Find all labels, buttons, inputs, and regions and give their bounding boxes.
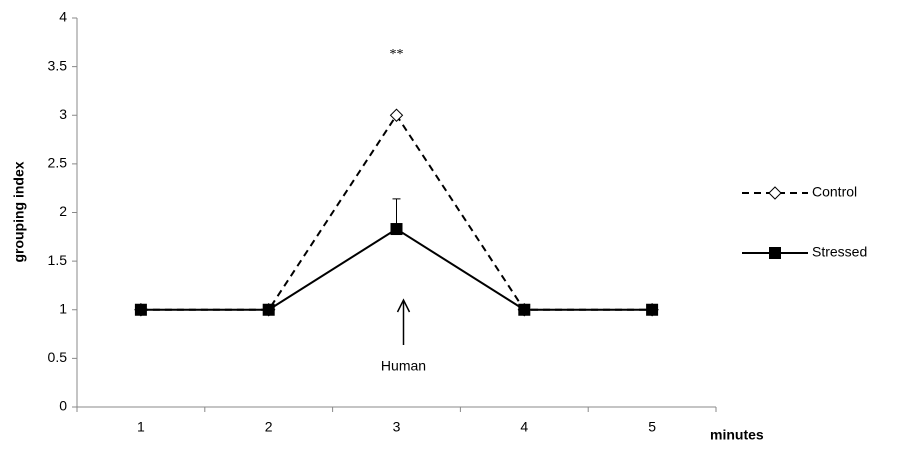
legend-label: Control: [812, 184, 857, 200]
data-point: [518, 303, 531, 316]
x-tick-label: 2: [265, 419, 273, 435]
annotation: **: [390, 47, 404, 62]
data-point: [390, 223, 403, 236]
legend-marker: [769, 247, 781, 259]
y-tick-label: 2.5: [48, 155, 68, 171]
y-tick-label: 1: [59, 300, 67, 316]
x-tick-label: 1: [137, 419, 145, 435]
x-tick-label: 3: [393, 419, 401, 435]
annotation: Human: [381, 358, 426, 374]
legend-marker: [768, 186, 782, 200]
x-tick-label: 4: [520, 419, 528, 435]
y-tick-label: 4: [59, 9, 67, 25]
y-tick-label: 2: [59, 203, 67, 219]
y-tick-label: 0.5: [48, 349, 68, 365]
legend-label: Stressed: [812, 244, 867, 260]
y-tick-label: 3: [59, 106, 67, 122]
data-point: [262, 303, 275, 316]
y-axis-label: grouping index: [11, 161, 27, 262]
data-point: [389, 108, 404, 122]
series-line: [140, 227, 653, 311]
arrow-head: [396, 298, 411, 313]
y-tick-label: 0: [59, 398, 67, 414]
y-tick-label: 3.5: [48, 57, 68, 73]
x-tick-label: 5: [648, 419, 656, 435]
data-point: [134, 303, 147, 316]
x-axis-label: minutes: [710, 427, 764, 443]
y-tick-label: 1.5: [48, 252, 68, 268]
data-point: [646, 303, 659, 316]
